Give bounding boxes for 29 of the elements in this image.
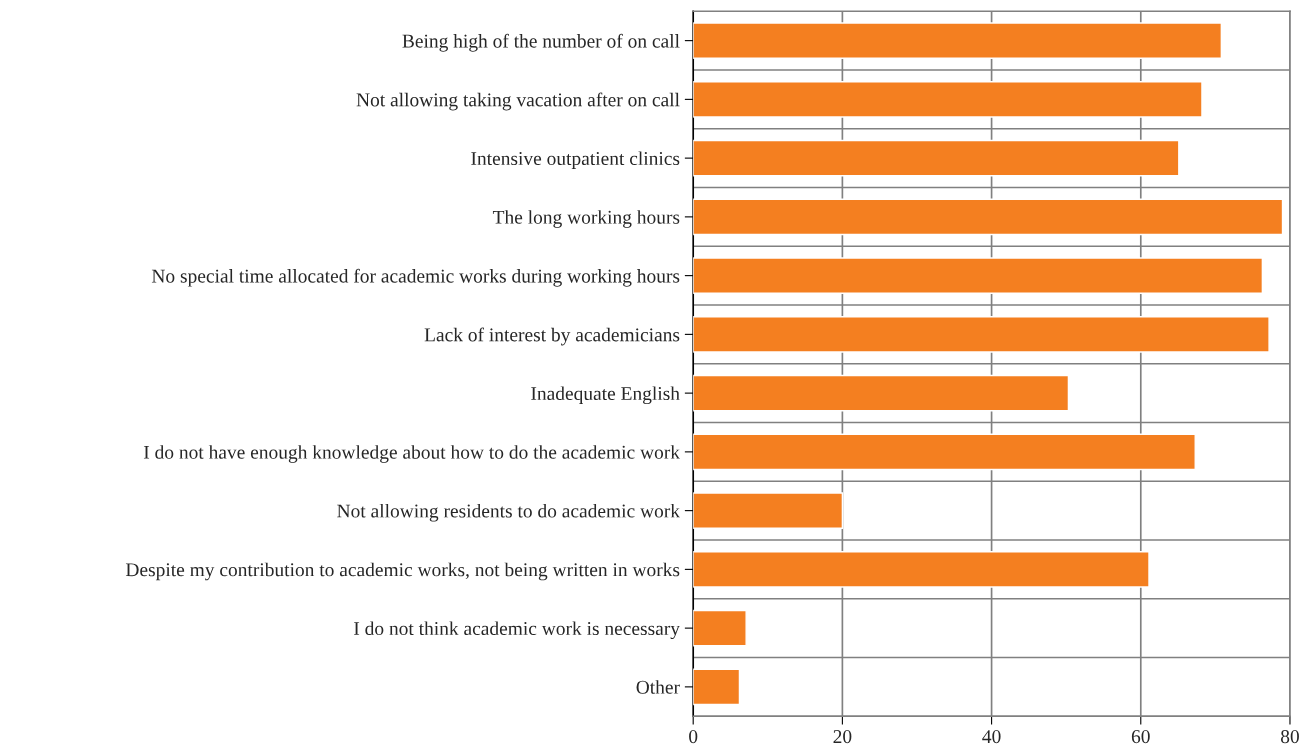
y-tick-label: Other [636, 680, 680, 694]
y-tick-label: Not allowing residents to do academic work [337, 503, 680, 522]
bar [693, 81, 1203, 118]
bar [693, 609, 747, 647]
y-tick-label: Intensive outpatient clinics [471, 151, 680, 170]
bar [693, 316, 1270, 353]
y-tick-label: Despite my contribution to academic works, not being written in works [125, 562, 680, 581]
x-tick-label: 80 [1280, 730, 1299, 744]
bar [693, 492, 844, 529]
x-tick-label: 20 [833, 730, 852, 744]
bar [693, 668, 741, 706]
x-tick-label: 40 [982, 730, 1001, 744]
y-tick-label: Lack of interest by academicians [424, 327, 680, 346]
y-tick-label: I do not have enough knowledge about how to do the academic work [143, 445, 680, 463]
y-tick-label: I do not think academic work is necessary [354, 621, 680, 640]
y-tick-label: Inadequate English [531, 386, 680, 405]
bar [693, 198, 1284, 236]
y-tick-label: The long working hours [492, 210, 680, 228]
bar [693, 22, 1223, 59]
bar [693, 139, 1180, 177]
bar [693, 257, 1264, 294]
y-tick-label: Being high of the number of on call [402, 33, 680, 52]
y-tick-label: No special time allocated for academic works during working hours [151, 268, 680, 287]
bar [693, 551, 1150, 588]
bar [693, 433, 1196, 471]
bar [693, 374, 1070, 412]
y-tick-label: Not allowing taking vacation after on call [356, 92, 680, 111]
x-tick-label: 60 [1131, 730, 1150, 744]
x-tick-label: 0 [689, 730, 698, 744]
